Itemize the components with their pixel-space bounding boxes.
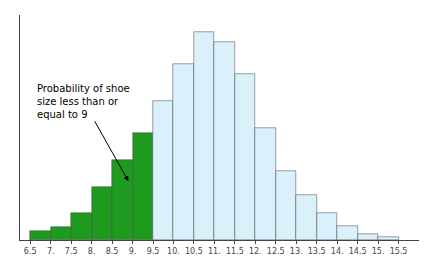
- svg-text:10.5: 10.5: [185, 247, 203, 256]
- svg-text:10.: 10.: [167, 247, 180, 256]
- svg-text:8.: 8.: [88, 247, 96, 256]
- svg-text:13.: 13.: [290, 247, 303, 256]
- svg-text:12.: 12.: [249, 247, 262, 256]
- svg-text:15.5: 15.5: [390, 247, 408, 256]
- svg-text:15.: 15.: [372, 247, 385, 256]
- svg-text:12.5: 12.5: [267, 247, 285, 256]
- svg-text:11.5: 11.5: [226, 247, 244, 256]
- svg-text:7.5: 7.5: [65, 247, 78, 256]
- svg-text:9.5: 9.5: [147, 247, 160, 256]
- svg-text:13.5: 13.5: [308, 247, 326, 256]
- svg-text:8.5: 8.5: [106, 247, 119, 256]
- svg-text:14.: 14.: [331, 247, 344, 256]
- svg-text:11.: 11.: [208, 247, 221, 256]
- svg-text:14.5: 14.5: [349, 247, 367, 256]
- svg-text:9.: 9.: [129, 247, 137, 256]
- svg-text:7.: 7.: [47, 247, 55, 256]
- svg-text:6.5: 6.5: [24, 247, 37, 256]
- svg-text:Probability of shoesize less t: Probability of shoesize less than orequa…: [37, 83, 130, 120]
